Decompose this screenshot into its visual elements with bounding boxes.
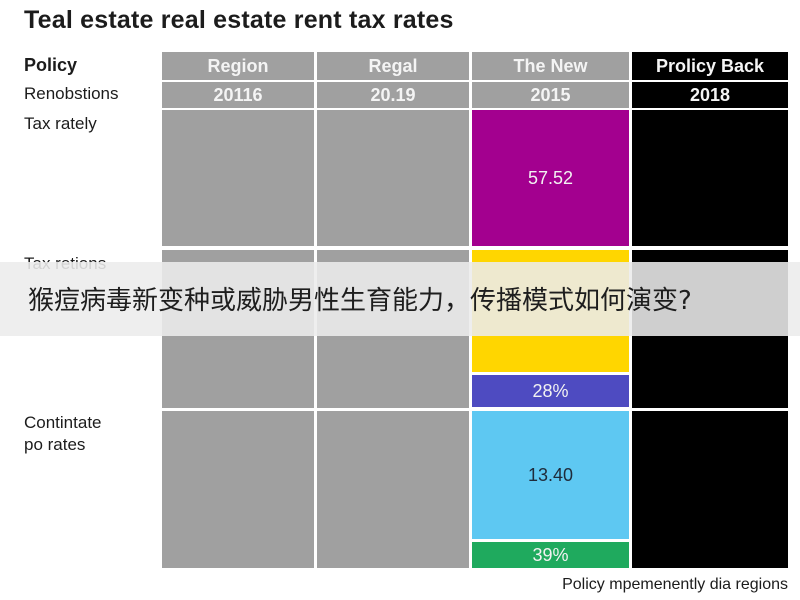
segment-28-percent: 28% <box>472 375 629 407</box>
region-cell-3 <box>162 411 314 568</box>
column-header-the-new: The New <box>472 52 629 80</box>
row-label-tax-rately: Tax rately <box>24 114 97 133</box>
column-header-regal: Regal <box>317 52 469 80</box>
column-year-regal: 20.19 <box>317 82 469 108</box>
column-year-region: 20116 <box>162 82 314 108</box>
column-body-the-new: 57.52 28% 13.40 39% <box>472 110 629 568</box>
column-body-regal <box>317 110 469 568</box>
column-header-prolicy-back: Prolicy Back <box>632 52 788 80</box>
row-label-policy: Policy <box>24 55 78 75</box>
column-header-region: Region <box>162 52 314 80</box>
regal-cell-1 <box>317 110 469 246</box>
segment-13-40: 13.40 <box>472 411 629 539</box>
column-body-prolicy-back <box>632 110 788 568</box>
row-label-po-rates: po rates <box>24 435 86 454</box>
overlay-banner <box>0 262 800 336</box>
prolicy-cell-1 <box>632 110 788 246</box>
column-year-prolicy-back: 2018 <box>632 82 788 108</box>
chart-title: Teal estate real estate rent tax rates <box>24 6 454 34</box>
overlay-headline: 猴痘病毒新变种或威胁男性生育能力，传播模式如何演变? <box>28 286 692 316</box>
prolicy-cell-3 <box>632 411 788 568</box>
footer-caption: Policy mpemenently dia regions <box>562 576 788 593</box>
region-cell-1 <box>162 110 314 246</box>
segment-39-percent: 39% <box>472 542 629 568</box>
column-body-region <box>162 110 314 568</box>
row-label-renobstions: Renobstions <box>24 84 119 103</box>
segment-57-52: 57.52 <box>472 110 629 246</box>
row-label-contintate: Contintate <box>24 413 102 432</box>
column-year-the-new: 2015 <box>472 82 629 108</box>
regal-cell-3 <box>317 411 469 568</box>
